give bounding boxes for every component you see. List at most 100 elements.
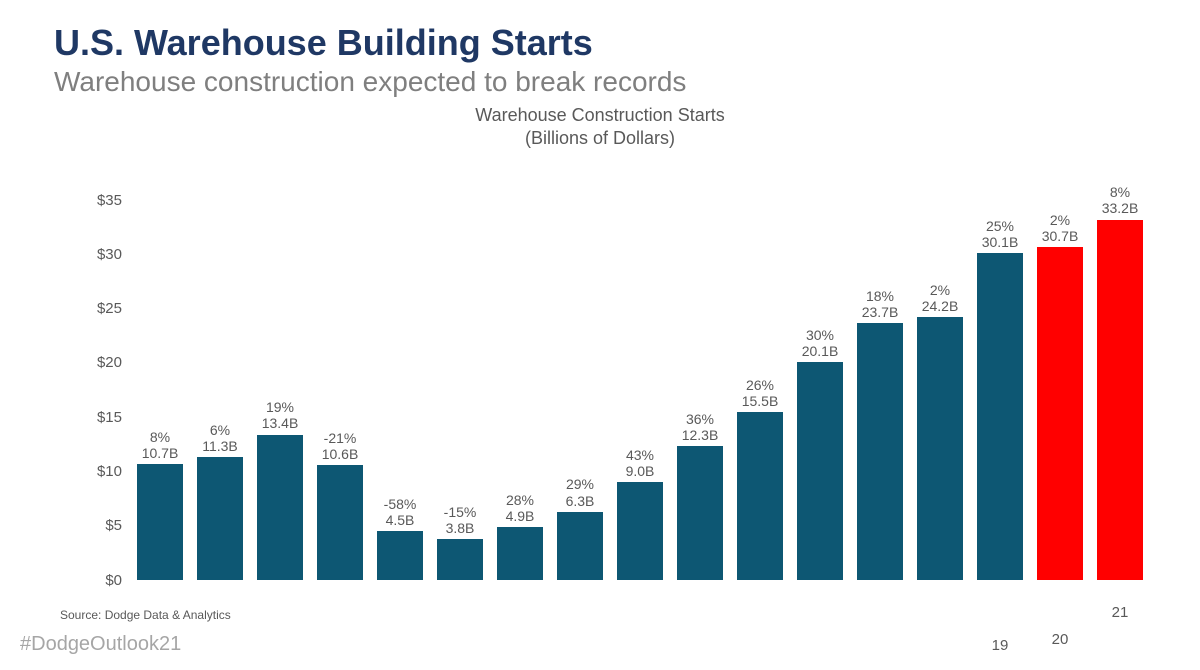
bar-slot: 19%13.4B07 xyxy=(250,435,310,580)
bar-slot: 28%4.9B11 xyxy=(490,527,550,580)
bar-slot: 26%15.5B15 xyxy=(730,412,790,580)
bar-slot: 8%33.2B21 xyxy=(1090,220,1150,580)
bar xyxy=(1097,220,1144,580)
bar-slot: -21%10.6B08 xyxy=(310,465,370,580)
bar-pct: 29% xyxy=(566,476,595,492)
y-axis-tick: $30 xyxy=(97,246,122,263)
bar-pct: -21% xyxy=(322,430,359,446)
bar-slot: 6%11.3B06 xyxy=(190,457,250,580)
slide: U.S. Warehouse Building Starts Warehouse… xyxy=(0,0,1200,670)
bar-value-label: 25%30.1B xyxy=(982,218,1019,250)
bar-slot: 43%9.0B13 xyxy=(610,482,670,580)
bar-value-label: -15%3.8B xyxy=(444,504,477,536)
bar-amount: 12.3B xyxy=(682,427,719,443)
bar-amount: 10.6B xyxy=(322,446,359,462)
bar-slot: 2%30.7B20 xyxy=(1030,247,1090,580)
y-axis-tick: $25 xyxy=(97,300,122,317)
bar-value-label: -21%10.6B xyxy=(322,430,359,462)
bar xyxy=(557,512,604,580)
y-axis-tick: $35 xyxy=(97,192,122,209)
bar-amount: 15.5B xyxy=(742,393,779,409)
bar-pct: 28% xyxy=(506,492,535,508)
bar xyxy=(197,457,244,580)
bar-amount: 10.7B xyxy=(142,445,179,461)
x-axis-label: 19 xyxy=(992,637,1009,654)
bar-pct: 8% xyxy=(1102,184,1139,200)
bar-value-label: 30%20.1B xyxy=(802,327,839,359)
bar-pct: 18% xyxy=(862,288,899,304)
bar-value-label: 29%6.3B xyxy=(566,476,595,508)
bar-slot: 29%6.3B12 xyxy=(550,512,610,580)
bar-pct: 19% xyxy=(262,399,299,415)
bar-pct: 36% xyxy=(682,411,719,427)
bar xyxy=(857,323,904,580)
bar xyxy=(377,531,424,580)
bar-amount: 20.1B xyxy=(802,343,839,359)
bar xyxy=(137,464,184,580)
bar-pct: 2% xyxy=(922,282,959,298)
source-text: Source: Dodge Data & Analytics xyxy=(60,608,231,622)
y-axis-tick: $5 xyxy=(105,517,122,534)
hashtag-text: #DodgeOutlook21 xyxy=(20,633,181,656)
bar-amount: 24.2B xyxy=(922,298,959,314)
bar-slot: 8%10.7B05 xyxy=(130,464,190,580)
y-axis-tick: $0 xyxy=(105,572,122,589)
bar xyxy=(317,465,364,580)
x-axis-label: 20 xyxy=(1052,631,1069,648)
bar xyxy=(797,362,844,580)
bar-pct: 25% xyxy=(982,218,1019,234)
bar-slot: 30%20.1B16 xyxy=(790,362,850,580)
bar-amount: 23.7B xyxy=(862,304,899,320)
bar-pct: 2% xyxy=(1042,212,1079,228)
bar-value-label: 8%33.2B xyxy=(1102,184,1139,216)
bar-value-label: 8%10.7B xyxy=(142,429,179,461)
bar-amount: 4.9B xyxy=(506,508,535,524)
bar-value-label: 2%24.2B xyxy=(922,282,959,314)
bar-pct: 26% xyxy=(742,377,779,393)
bar xyxy=(737,412,784,580)
bar xyxy=(977,253,1024,580)
bar-value-label: 43%9.0B xyxy=(626,447,655,479)
bar-value-label: 2%30.7B xyxy=(1042,212,1079,244)
x-axis-label: 21 xyxy=(1112,604,1129,621)
bar-amount: 6.3B xyxy=(566,493,595,509)
bar xyxy=(677,446,724,580)
bar xyxy=(257,435,304,580)
y-axis-tick: $10 xyxy=(97,463,122,480)
bar-amount: 9.0B xyxy=(626,463,655,479)
bar-amount: 11.3B xyxy=(202,438,238,454)
bar-pct: 8% xyxy=(142,429,179,445)
bar xyxy=(497,527,544,580)
bar-value-label: 36%12.3B xyxy=(682,411,719,443)
bar-slot: 2%24.2B18 xyxy=(910,317,970,580)
bar-pct: 30% xyxy=(802,327,839,343)
bar-slot: 18%23.7B17 xyxy=(850,323,910,580)
bar-slot: -15%3.8B10 xyxy=(430,539,490,580)
bar-pct: 43% xyxy=(626,447,655,463)
bar-pct: -58% xyxy=(384,496,417,512)
bar-value-label: 18%23.7B xyxy=(862,288,899,320)
bar xyxy=(917,317,964,580)
bar-pct: -15% xyxy=(444,504,477,520)
bar-value-label: 19%13.4B xyxy=(262,399,299,431)
bar-amount: 13.4B xyxy=(262,415,299,431)
bar-amount: 3.8B xyxy=(444,520,477,536)
bar-value-label: 6%11.3B xyxy=(202,422,238,454)
bar-amount: 30.1B xyxy=(982,234,1019,250)
y-axis-tick: $15 xyxy=(97,409,122,426)
bar-value-label: 28%4.9B xyxy=(506,492,535,524)
bar-slot: -58%4.5B09 xyxy=(370,531,430,580)
bar-amount: 33.2B xyxy=(1102,200,1139,216)
bar xyxy=(617,482,664,580)
y-axis-tick: $20 xyxy=(97,354,122,371)
bar-slot: 25%30.1B19 xyxy=(970,253,1030,580)
bar-chart: $0 $5 $10 $15 $20 $25 $30 $35 8%10.7B056%11.3B06… xyxy=(0,10,1200,670)
bar-pct: 6% xyxy=(202,422,238,438)
bar xyxy=(437,539,484,580)
bar-amount: 4.5B xyxy=(384,512,417,528)
bars-container: 8%10.7B056%11.3B0619%13.4B07-21%10.6B08-… xyxy=(130,200,1150,580)
bar xyxy=(1037,247,1084,580)
bar-slot: 36%12.3B14 xyxy=(670,446,730,580)
bar-value-label: -58%4.5B xyxy=(384,496,417,528)
bar-value-label: 26%15.5B xyxy=(742,377,779,409)
